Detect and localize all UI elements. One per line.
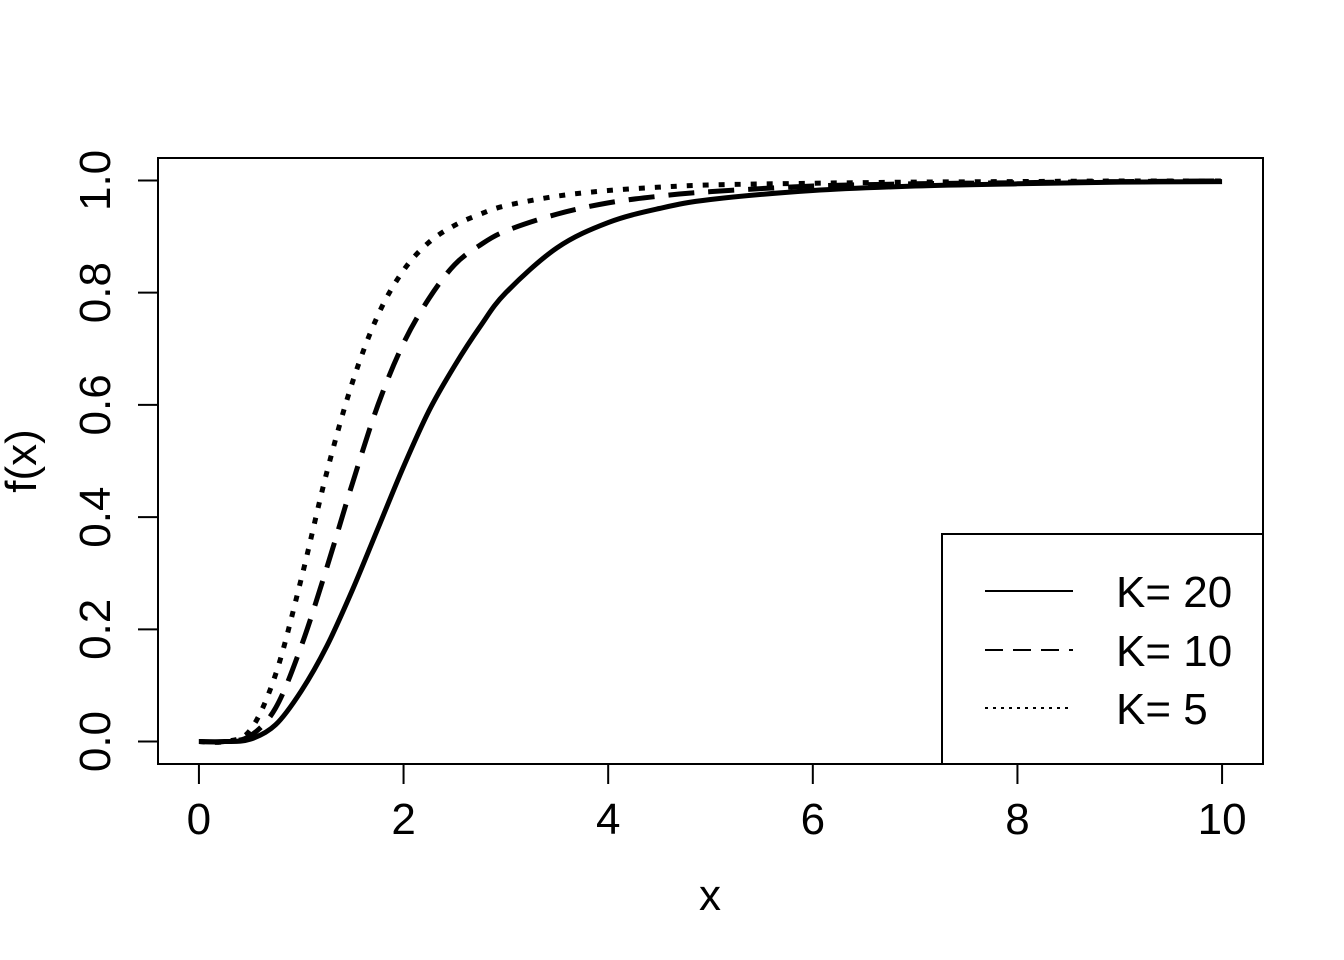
legend: K= 20 K= 10 K= 5 <box>941 533 1264 765</box>
legend-label: K= 10 <box>1116 627 1232 676</box>
x-tick-label: 0 <box>187 795 211 844</box>
x-axis-title: x <box>699 871 721 920</box>
x-tick-label: 8 <box>1005 795 1029 844</box>
legend-label: K= 20 <box>1116 568 1232 617</box>
x-tick-label: 2 <box>391 795 415 844</box>
y-tick-label: 0.2 <box>71 599 120 660</box>
y-axis-title: f(x) <box>0 429 46 493</box>
legend-label: K= 5 <box>1116 685 1208 734</box>
y-tick-label: 0.6 <box>71 374 120 435</box>
series-layer <box>198 178 1223 745</box>
x-tick-label: 10 <box>1198 795 1247 844</box>
y-axis: 0.0 0.2 0.4 0.6 0.8 1.0 <box>71 150 159 772</box>
y-tick-label: 0.4 <box>71 487 120 548</box>
x-tick-label: 6 <box>801 795 825 844</box>
x-tick-label: 4 <box>596 795 620 844</box>
y-tick-label: 1.0 <box>71 150 120 211</box>
series-line-k-5 <box>198 178 1223 745</box>
y-tick-label: 0.8 <box>71 262 120 323</box>
y-tick-label: 0.0 <box>71 711 120 772</box>
x-axis: 0 2 4 6 8 10 <box>187 763 1247 844</box>
